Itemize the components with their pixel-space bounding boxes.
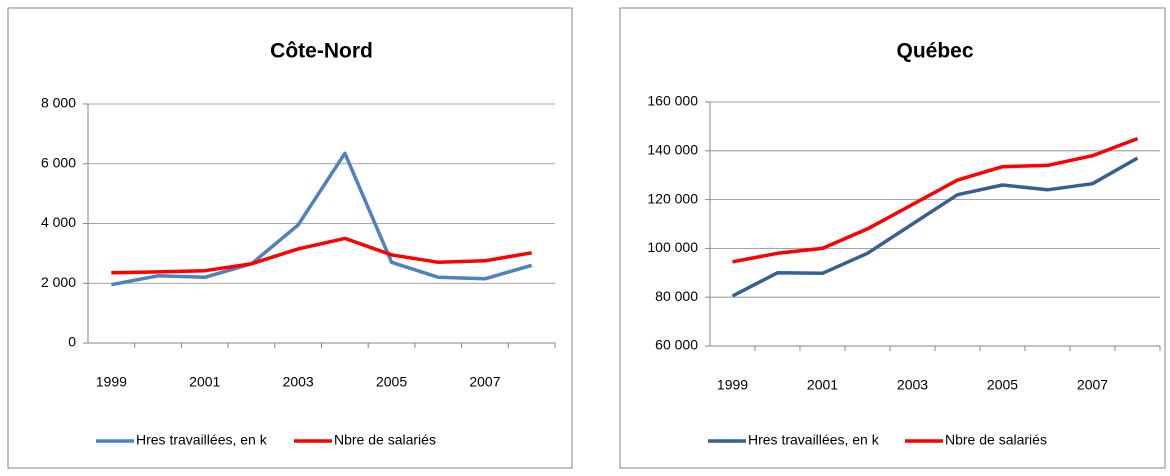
x-tick-label: 2005 xyxy=(987,377,1018,393)
y-tick-label: 8 000 xyxy=(41,95,76,111)
y-tick-label: 4 000 xyxy=(41,214,76,230)
series-line xyxy=(111,236,532,275)
y-tick-label: 6 000 xyxy=(41,154,76,170)
chart-frame xyxy=(7,7,573,469)
x-tick-label: 1999 xyxy=(96,374,127,390)
series-line xyxy=(732,136,1139,264)
y-tick-label: 60 000 xyxy=(655,337,698,353)
x-tick-label: 2007 xyxy=(1077,377,1108,393)
legend-label: Nbre de salariés xyxy=(945,432,1047,448)
x-tick-label: 2007 xyxy=(469,374,500,390)
y-tick-label: 120 000 xyxy=(647,190,698,206)
x-tick-label: 2005 xyxy=(376,374,407,390)
x-tick-label: 2001 xyxy=(189,374,220,390)
y-tick-label: 2 000 xyxy=(41,274,76,290)
x-tick-label: 1999 xyxy=(717,377,748,393)
x-tick-label: 2003 xyxy=(283,374,314,390)
y-tick-label: 0 xyxy=(68,334,76,350)
y-tick-label: 160 000 xyxy=(647,93,698,109)
series-line xyxy=(731,156,1139,298)
legend-label: Hres travaillées, en k xyxy=(748,432,880,448)
y-tick-label: 140 000 xyxy=(647,142,698,158)
x-tick-label: 2003 xyxy=(897,377,928,393)
chart-title: Côte-Nord xyxy=(270,40,373,63)
legend-label: Hres travaillées, en k xyxy=(136,432,268,448)
legend-label: Nbre de salariés xyxy=(334,432,436,448)
chart-title: Québec xyxy=(896,40,973,63)
x-tick-label: 2001 xyxy=(807,377,838,393)
y-tick-label: 80 000 xyxy=(655,288,698,304)
y-tick-label: 100 000 xyxy=(647,239,698,255)
series-line xyxy=(110,151,533,287)
